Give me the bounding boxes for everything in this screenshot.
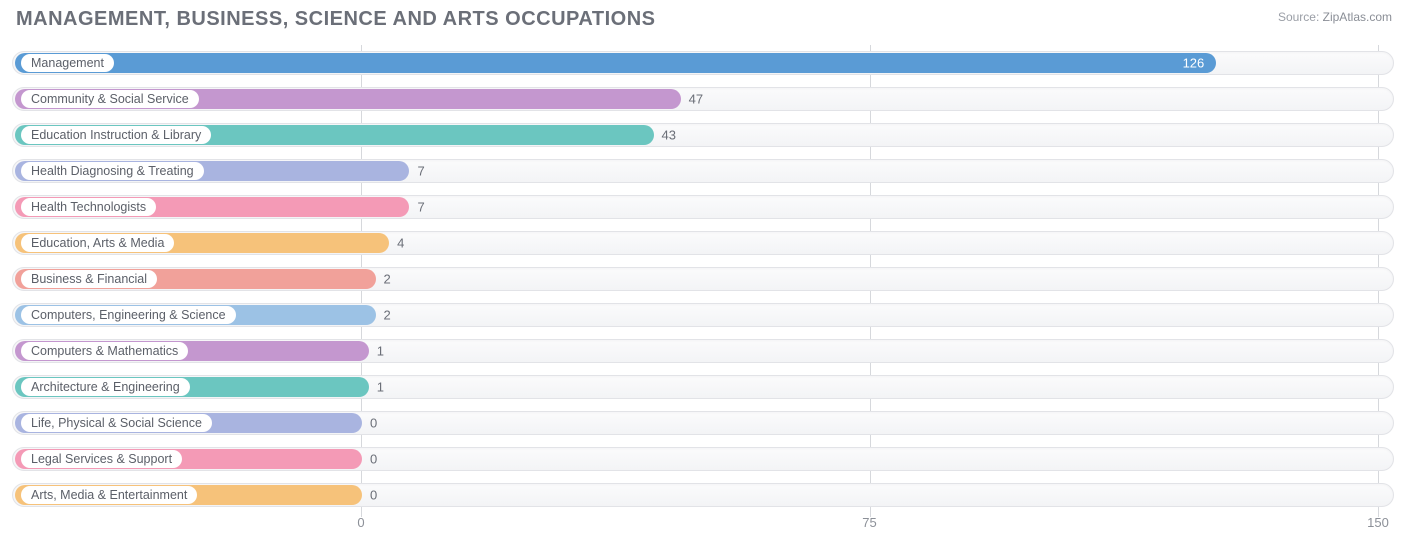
bar-value: 1 xyxy=(377,344,384,359)
bar-row: 1 Architecture & Engineering xyxy=(12,369,1394,405)
bar-track: 2 Computers, Engineering & Science xyxy=(12,303,1394,327)
bar-value: 2 xyxy=(384,272,391,287)
bar-track: 47 Community & Social Service xyxy=(12,87,1394,111)
bar-value: 4 xyxy=(397,236,404,251)
bar-row: 0 Life, Physical & Social Science xyxy=(12,405,1394,441)
bar-row: 47 Community & Social Service xyxy=(12,81,1394,117)
chart-title: MANAGEMENT, BUSINESS, SCIENCE AND ARTS O… xyxy=(16,8,1394,31)
bar-label: Education Instruction & Library xyxy=(21,126,211,144)
x-axis-tick: 150 xyxy=(1367,515,1389,530)
bar-label: Life, Physical & Social Science xyxy=(21,414,212,432)
bar-row: 1 Computers & Mathematics xyxy=(12,333,1394,369)
bar-row: 0 Legal Services & Support xyxy=(12,441,1394,477)
bar-label: Computers & Mathematics xyxy=(21,342,188,360)
bar-label: Computers, Engineering & Science xyxy=(21,306,236,324)
bar-label: Business & Financial xyxy=(21,270,157,288)
bar-track: 0 Life, Physical & Social Science xyxy=(12,411,1394,435)
bar-row: 126 Management xyxy=(12,45,1394,81)
bar-track: 126 Management xyxy=(12,51,1394,75)
bar-row: 2 Business & Financial xyxy=(12,261,1394,297)
bar-track: 0 Arts, Media & Entertainment xyxy=(12,483,1394,507)
source-label: Source: xyxy=(1278,10,1319,24)
bar-label: Architecture & Engineering xyxy=(21,378,190,396)
bar-row: 7 Health Technologists xyxy=(12,189,1394,225)
bar-track: 2 Business & Financial xyxy=(12,267,1394,291)
bar-track: 1 Architecture & Engineering xyxy=(12,375,1394,399)
plot-area: 126Management47Community & Social Servic… xyxy=(12,45,1394,541)
bar-label: Health Diagnosing & Treating xyxy=(21,162,204,180)
bar-row: 43 Education Instruction & Library xyxy=(12,117,1394,153)
bar-row: 2 Computers, Engineering & Science xyxy=(12,297,1394,333)
source-name: ZipAtlas.com xyxy=(1323,10,1392,24)
bar-value: 43 xyxy=(662,128,676,143)
bars-group: 126Management47Community & Social Servic… xyxy=(12,45,1394,513)
bar-label: Community & Social Service xyxy=(21,90,199,108)
bar-value: 0 xyxy=(370,488,377,503)
x-axis: 0 75 150 xyxy=(12,513,1394,537)
bar-value: 2 xyxy=(384,308,391,323)
bar-value: 47 xyxy=(689,92,703,107)
bar-track: 7 Health Diagnosing & Treating xyxy=(12,159,1394,183)
bar-value: 1 xyxy=(377,380,384,395)
bar-track: 0 Legal Services & Support xyxy=(12,447,1394,471)
bar-row: 0 Arts, Media & Entertainment xyxy=(12,477,1394,513)
bar-row: 7 Health Diagnosing & Treating xyxy=(12,153,1394,189)
bar-value: 7 xyxy=(417,200,424,215)
bar-track: 7 Health Technologists xyxy=(12,195,1394,219)
bar-fill: 126 xyxy=(15,53,1216,73)
x-axis-tick: 0 xyxy=(357,515,364,530)
bar-value: 0 xyxy=(370,416,377,431)
bar-track: 1 Computers & Mathematics xyxy=(12,339,1394,363)
x-axis-tick: 75 xyxy=(862,515,876,530)
bar-track: 4 Education, Arts & Media xyxy=(12,231,1394,255)
bar-row: 4 Education, Arts & Media xyxy=(12,225,1394,261)
bar-value: 7 xyxy=(417,164,424,179)
bar-track: 43 Education Instruction & Library xyxy=(12,123,1394,147)
bar-label: Arts, Media & Entertainment xyxy=(21,486,197,504)
bar-value: 0 xyxy=(370,452,377,467)
source-attribution: Source: ZipAtlas.com xyxy=(1278,10,1392,24)
bar-label: Education, Arts & Media xyxy=(21,234,174,252)
bar-label: Legal Services & Support xyxy=(21,450,182,468)
bar-value: 126 xyxy=(1183,56,1205,71)
bar-label: Health Technologists xyxy=(21,198,156,216)
bar-label: Management xyxy=(21,54,114,72)
chart-container: MANAGEMENT, BUSINESS, SCIENCE AND ARTS O… xyxy=(0,0,1406,558)
